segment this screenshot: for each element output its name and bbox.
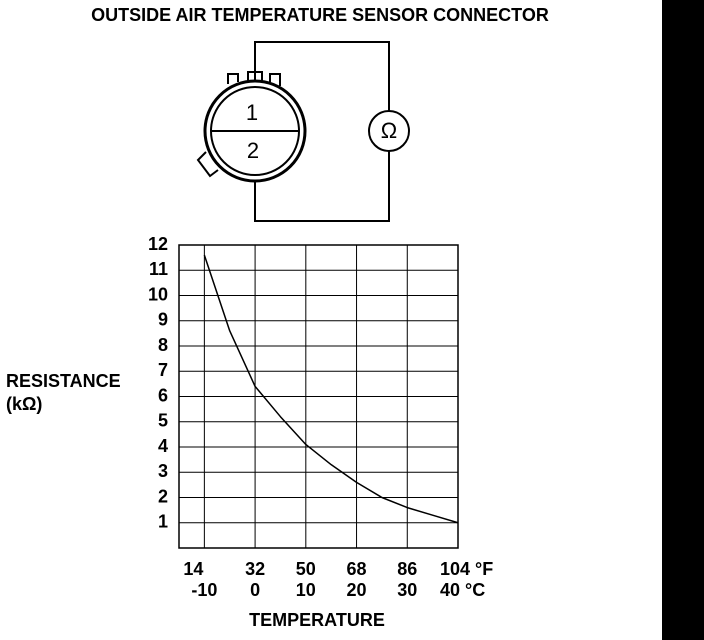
ohmmeter xyxy=(368,110,410,152)
x2-tick-label: 68 xyxy=(347,559,367,579)
pin-label: 1 xyxy=(246,100,258,125)
y-tick-label: 12 xyxy=(148,234,168,254)
meter-symbol: Ω xyxy=(381,118,397,143)
title: OUTSIDE AIR TEMPERATURE SENSOR CONNECTOR xyxy=(91,5,549,25)
pin-label: 2 xyxy=(247,138,259,163)
key-tab xyxy=(196,151,219,178)
y-tick-label: 3 xyxy=(158,461,168,481)
y-tick-label: 11 xyxy=(149,259,168,279)
latch xyxy=(227,71,281,86)
y-tick-label: 8 xyxy=(158,335,168,355)
x-tick-label: 20 xyxy=(347,580,367,600)
x2-tick-label: 104 °F xyxy=(440,559,493,579)
y-axis-unit: (kΩ) xyxy=(6,394,42,414)
connector-body xyxy=(203,79,307,183)
y-tick-label: 6 xyxy=(158,385,168,405)
y-tick-label: 5 xyxy=(158,411,168,431)
y-tick-label: 10 xyxy=(148,284,168,304)
y-tick-label: 4 xyxy=(158,436,168,456)
y-tick-label: 9 xyxy=(158,310,168,330)
y-tick-label: 7 xyxy=(158,360,168,380)
x-tick-label: 30 xyxy=(397,580,417,600)
x-tick-label: -10 xyxy=(191,580,217,600)
y-tick-label: 1 xyxy=(158,512,168,532)
wire xyxy=(254,41,390,222)
x2-tick-label: 14 xyxy=(183,559,203,579)
resistance-curve xyxy=(203,254,459,524)
y-axis-label: RESISTANCE xyxy=(6,371,121,391)
x-axis-label: TEMPERATURE xyxy=(249,610,385,630)
x-tick-label: 0 xyxy=(250,580,260,600)
y-tick-label: 2 xyxy=(158,486,168,506)
x-tick-label: 10 xyxy=(296,580,316,600)
x2-tick-label: 32 xyxy=(245,559,265,579)
x2-tick-label: 86 xyxy=(397,559,417,579)
connector-diagram xyxy=(196,41,410,222)
edge-bar xyxy=(662,0,704,640)
x2-tick-label: 50 xyxy=(296,559,316,579)
x-tick-label: 40 °C xyxy=(440,580,485,600)
